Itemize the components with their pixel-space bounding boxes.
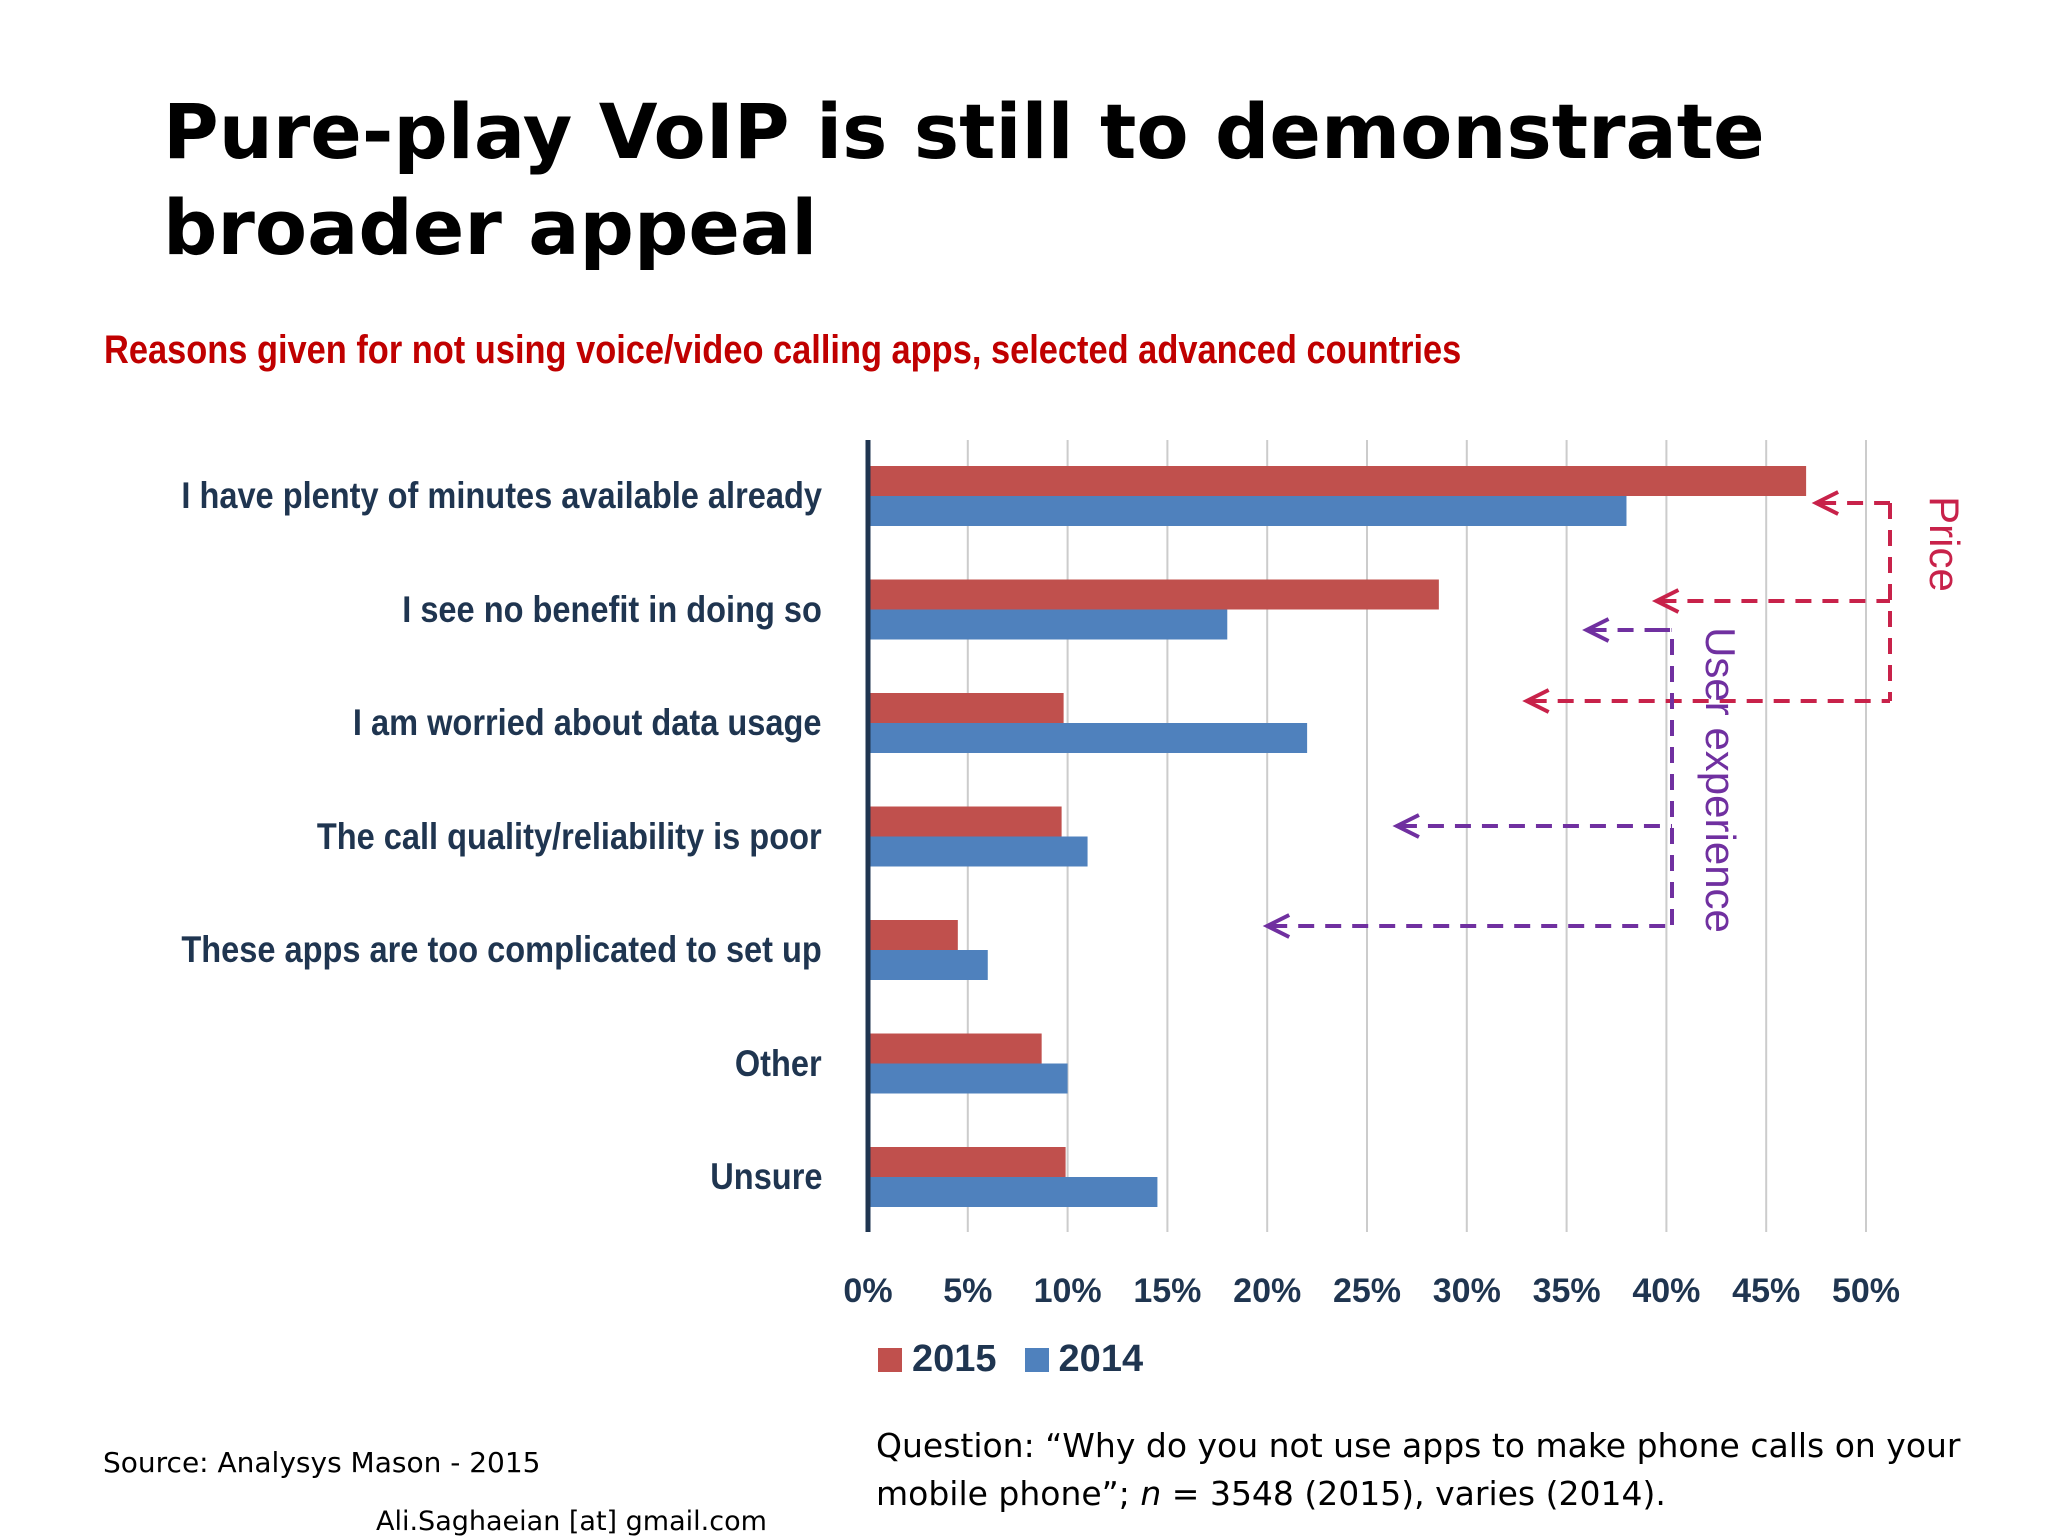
page-title: Pure-play VoIP is still to demonstrate b… — [163, 87, 1765, 272]
category-label: Other — [735, 1042, 822, 1084]
x-tick-label: 25% — [1333, 1272, 1401, 1310]
price-arrow-head — [1811, 490, 1839, 516]
bar-2015 — [868, 693, 1064, 723]
x-tick-label: 45% — [1732, 1272, 1800, 1310]
legend: 2015 2014 — [878, 1338, 1159, 1381]
question-text-end: = 3548 (2015), varies (2014). — [1161, 1474, 1666, 1513]
annotation-label-price: Price — [1921, 496, 1968, 592]
x-tick-label: 20% — [1233, 1272, 1301, 1310]
ux-arrow-head — [1392, 813, 1420, 839]
x-tick-label: 0% — [843, 1272, 892, 1310]
x-tick-label: 35% — [1533, 1272, 1601, 1310]
bar-2014 — [868, 496, 1627, 526]
ux-bracket — [1654, 628, 1674, 926]
question-text: Question: “Why do you not use apps to ma… — [876, 1426, 1961, 1513]
bar-2014 — [868, 1177, 1158, 1207]
bar-2014 — [868, 1063, 1068, 1094]
category-label: I have plenty of minutes available alrea… — [181, 475, 822, 516]
bar-2015 — [868, 1147, 1066, 1177]
survey-question: Question: “Why do you not use apps to ma… — [876, 1422, 1996, 1518]
legend-swatch — [878, 1347, 902, 1372]
annotations — [1262, 490, 1892, 939]
bar-2015 — [868, 806, 1062, 837]
x-axis-ticks: 0% 5% 10% 15% 20% 25% 30% 35% 40% 45% 50% — [843, 1272, 1900, 1310]
bar-2015 — [868, 466, 1807, 496]
author-email: Ali.Saghaeian [at] gmail.com — [376, 1506, 767, 1537]
x-tick-label: 30% — [1433, 1272, 1501, 1310]
ux-arrow-head — [1262, 913, 1291, 939]
price-arrow-head — [1651, 588, 1680, 614]
bar-2014 — [868, 836, 1088, 867]
question-n: n — [1140, 1474, 1162, 1513]
bar-2014 — [868, 723, 1308, 753]
bar-2014 — [868, 950, 988, 980]
category-label: These apps are too complicated to set up — [181, 929, 822, 970]
source-note: Source: Analysys Mason - 2015 — [103, 1446, 541, 1479]
category-label: I see no benefit in doing so — [402, 588, 822, 630]
bars — [868, 466, 1807, 1207]
legend-label: 2014 — [1058, 1338, 1144, 1380]
category-label: Unsure — [709, 1156, 822, 1197]
x-tick-label: 10% — [1034, 1272, 1102, 1310]
legend-item-2014: 2014 — [1024, 1338, 1144, 1381]
chart-title: Reasons given for not using voice/video … — [104, 328, 1462, 372]
bar-2015 — [868, 579, 1439, 610]
bar-2015 — [868, 1033, 1042, 1064]
category-label: I am worried about data usage — [353, 702, 822, 743]
legend-swatch — [1024, 1347, 1049, 1372]
ux-arrow-head — [1582, 617, 1610, 643]
bar-2015 — [868, 920, 958, 950]
price-arrow-head — [1522, 688, 1550, 714]
annotation-label-user-experience: User experience — [1697, 627, 1744, 933]
category-label: The call quality/reliability is poor — [317, 815, 822, 857]
x-tick-label: 15% — [1133, 1272, 1201, 1310]
x-tick-label: 50% — [1832, 1272, 1900, 1310]
legend-label: 2015 — [912, 1338, 997, 1380]
legend-item-2015: 2015 — [878, 1338, 997, 1381]
bar-2014 — [868, 609, 1228, 640]
x-tick-label: 5% — [943, 1272, 992, 1310]
x-tick-label: 40% — [1632, 1272, 1700, 1310]
